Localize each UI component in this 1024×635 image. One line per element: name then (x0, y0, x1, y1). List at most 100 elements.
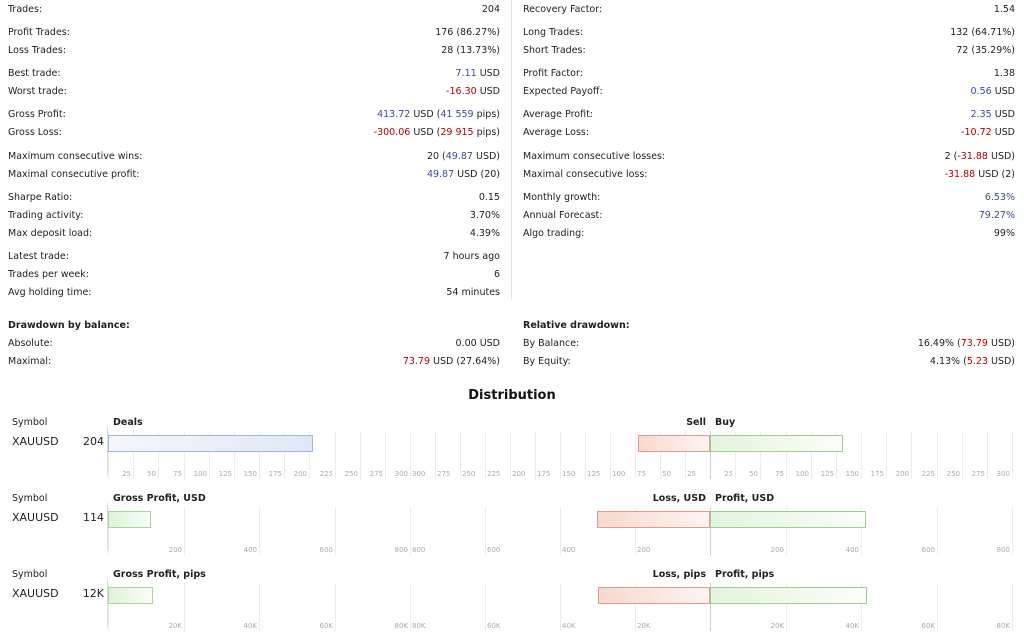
left-chart-header: Deals (113, 417, 143, 428)
stats_left-label: Avg holding time: (8, 287, 92, 298)
left-tick-label: 20K (168, 622, 183, 630)
relative-equity-value: 4.13% (5.23 USD) (930, 354, 1015, 370)
stats_right-value: 99% (993, 228, 1015, 239)
value-number: -31.88 (957, 151, 988, 162)
value-suffix: USD) (987, 356, 1015, 367)
positive-gridline (760, 431, 761, 479)
positive-tick-label: 300 (996, 470, 1010, 478)
stats_left-value: 7 hours ago (443, 251, 500, 262)
stats_left-label: Maximum consecutive wins: (8, 151, 143, 162)
negative-tick-label: 175 (537, 470, 551, 478)
stats_left-label: Worst trade: (8, 86, 67, 97)
stats_right-value: 132 (64.71%) (950, 27, 1015, 38)
negative-tick-label: 20K (637, 622, 651, 630)
value-suffix: pips) (473, 109, 500, 120)
negative-tick-label: 75 (637, 470, 646, 478)
positive-gridline (937, 507, 938, 555)
left-value-bar (108, 435, 313, 452)
left-tick-label: 150 (243, 470, 257, 478)
left-tick-label: 40K (243, 622, 258, 630)
value-unit: USD (476, 68, 500, 79)
left-tick-label: 600 (319, 546, 333, 554)
value-number: -10.72 (961, 127, 992, 138)
left-axis-line (108, 583, 109, 631)
negative-tick-label: 100 (612, 470, 626, 478)
stats_left-row: Best trade: 7.11 USD (8, 66, 500, 82)
value-number: 0.56 (970, 86, 992, 97)
symbol-count: 114 (83, 511, 104, 524)
negative-gridline (635, 583, 636, 631)
negative-tick-label: 225 (487, 470, 501, 478)
center-axis-line (710, 431, 711, 479)
stats_left-label: Max deposit load: (8, 228, 93, 239)
stats_right-row: Monthly growth: 6.53% (523, 190, 1015, 206)
symbol-name: XAUUSD (12, 587, 59, 600)
negative-gridline (435, 431, 436, 479)
stats_left-row: Trades: 204 (8, 2, 500, 18)
negative-value-bar (597, 511, 710, 528)
value-number: 6.53% (984, 192, 1015, 203)
positive-gridline (861, 507, 862, 555)
left-gridline (234, 431, 235, 479)
stats_left-row: Trading activity: 3.70% (8, 208, 500, 224)
stats_left-row: Sharpe Ratio: 0.15 (8, 190, 500, 206)
negative-tick-label: 400 (562, 546, 576, 554)
symbol-header: Symbol (12, 569, 48, 580)
negative-value-bar (638, 435, 710, 452)
stats_left-value: 413.72 USD (41 559 pips) (377, 107, 500, 123)
left-tick-label: 275 (369, 470, 383, 478)
negative-header: Sell (686, 417, 706, 428)
stats_right-value: 2.35 USD (971, 107, 1015, 123)
value-prefix: 16.49% ( (917, 338, 961, 349)
drawdown-balance-title: Drawdown by balance: (8, 320, 130, 331)
positive-gridline (987, 431, 988, 479)
symbol-name: XAUUSD (12, 511, 59, 524)
value-number: 73.79 (960, 338, 988, 349)
stats_right-row: Maximal consecutive loss: -31.88 USD (2) (523, 167, 1015, 183)
value-number-secondary: 29 915 (440, 127, 474, 138)
negative-header: Loss, USD (652, 493, 706, 504)
left-gridline (184, 507, 185, 555)
relative-balance-row: By Balance: 16.49% (73.79 USD) (523, 336, 1015, 352)
positive-tick-label: 60K (921, 622, 936, 630)
left-tick-label: 125 (218, 470, 232, 478)
stats_left-row: Loss Trades: 28 (13.73%) (8, 43, 500, 59)
left-gridline (335, 583, 336, 631)
positive-gridline (735, 431, 736, 479)
symbol-name: XAUUSD (12, 435, 59, 448)
positive-tick-label: 200 (770, 546, 784, 554)
positive-tick-label: 800 (996, 546, 1010, 554)
column-divider (511, 0, 512, 300)
relative-balance-label: By Balance: (523, 338, 580, 349)
negative-gridline (560, 431, 561, 479)
stats_right-value: 1.54 (993, 4, 1015, 15)
stats_left-value: 3.70% (469, 210, 500, 221)
stats_left-value: 49.87 USD (20) (427, 167, 500, 183)
negative-tick-label: 800 (412, 546, 426, 554)
stats_left-row: Maximal consecutive profit: 49.87 USD (20… (8, 167, 500, 183)
negative-tick-label: 200 (512, 470, 526, 478)
stats_right-label: Maximum consecutive losses: (523, 151, 666, 162)
value-number: 49.87 (426, 169, 455, 180)
negative-gridline (585, 431, 586, 479)
stats_right-label: Average Profit: (523, 109, 594, 120)
stats_right-row: Recovery Factor: 1.54 (523, 2, 1015, 18)
left-gridline (184, 431, 185, 479)
stats_right-row: Profit Factor: 1.38 (523, 66, 1015, 82)
negative-gridline (485, 583, 486, 631)
stats_right-row: Maximum consecutive losses: 2 (-31.88 USD… (523, 149, 1015, 165)
stats_left-value: 20 (49.87 USD) (427, 149, 500, 165)
value-suffix: USD) (987, 338, 1015, 349)
left-tick-label: 100 (193, 470, 207, 478)
left-gridline (309, 431, 310, 479)
value-number: 49.87 (445, 151, 473, 162)
stats_left-label: Latest trade: (8, 251, 69, 262)
stats_right-value: 0.56 USD (971, 84, 1015, 100)
left-axis-line (108, 431, 109, 479)
negative-gridline (685, 431, 686, 479)
positive-tick-label: 250 (946, 470, 960, 478)
left-tick-label: 250 (344, 470, 358, 478)
value-number: 5.23 (966, 356, 988, 367)
stats_left-label: Profit Trades: (8, 27, 70, 38)
stats_left-label: Trades: (8, 4, 43, 15)
